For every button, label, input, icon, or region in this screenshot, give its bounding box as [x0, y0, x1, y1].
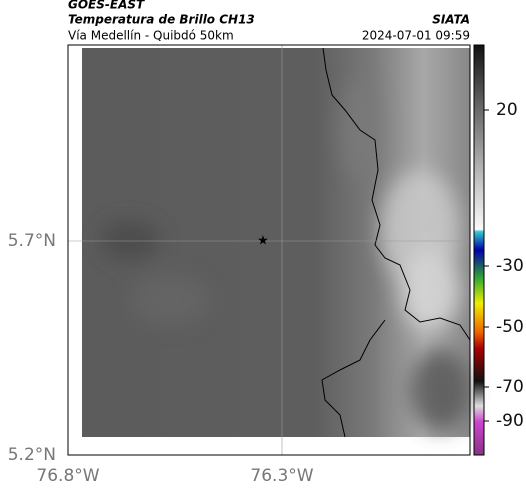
colorbar-tick-label: -50 — [496, 317, 524, 337]
lon-label: 76.3°W — [250, 466, 313, 486]
lon-label: 76.8°W — [36, 466, 99, 486]
map-frame — [67, 44, 471, 456]
product: GOES-EAST — [68, 0, 145, 12]
title: Temperatura de Brillo CH13 — [68, 13, 255, 27]
satellite-image: ★ — [68, 45, 471, 455]
lat-label: 5.7°N — [8, 231, 56, 251]
datetime: 2024-07-01 09:59 — [362, 29, 470, 43]
source: SIATA — [432, 13, 470, 27]
svg-text:★: ★ — [257, 234, 269, 249]
lat-label: 5.2°N — [8, 445, 56, 465]
colorbar-tick-label: -90 — [496, 411, 524, 431]
colorbar-tick-label: -30 — [496, 256, 524, 276]
colorbar — [473, 44, 489, 456]
subtitle: Vía Medellín - Quibdó 50km — [68, 29, 234, 43]
colorbar-tick-label: -70 — [496, 377, 524, 397]
colorbar-tick-label: 20 — [496, 100, 518, 120]
